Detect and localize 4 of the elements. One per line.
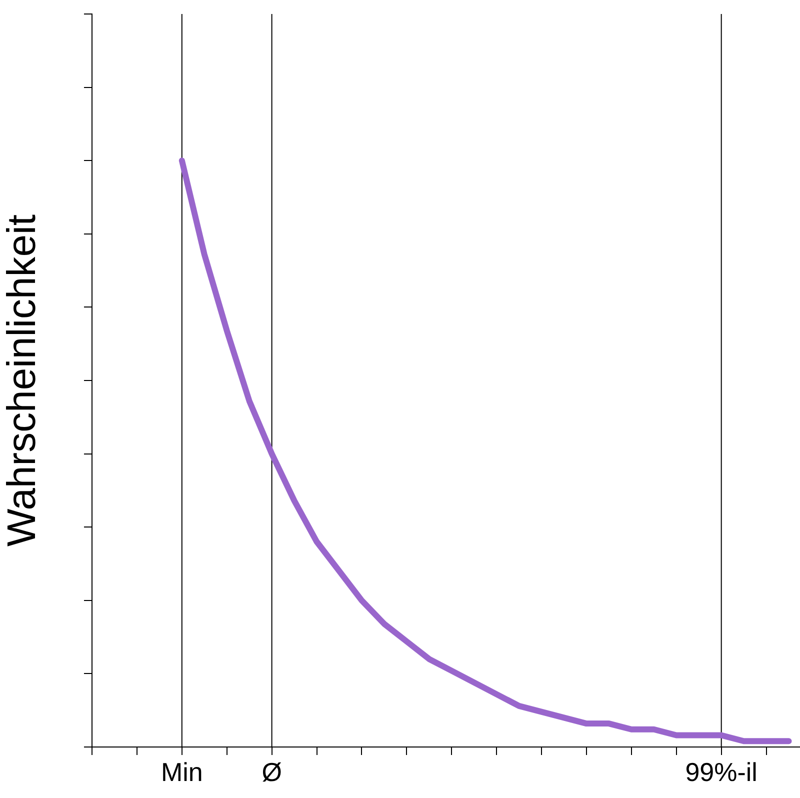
x-tick-label: Min bbox=[160, 756, 203, 787]
x-tick-label: 99%-il bbox=[685, 756, 758, 787]
y-axis-title: Wahrscheinlichkeit bbox=[0, 214, 44, 546]
x-tick-label: Ø bbox=[262, 756, 282, 787]
